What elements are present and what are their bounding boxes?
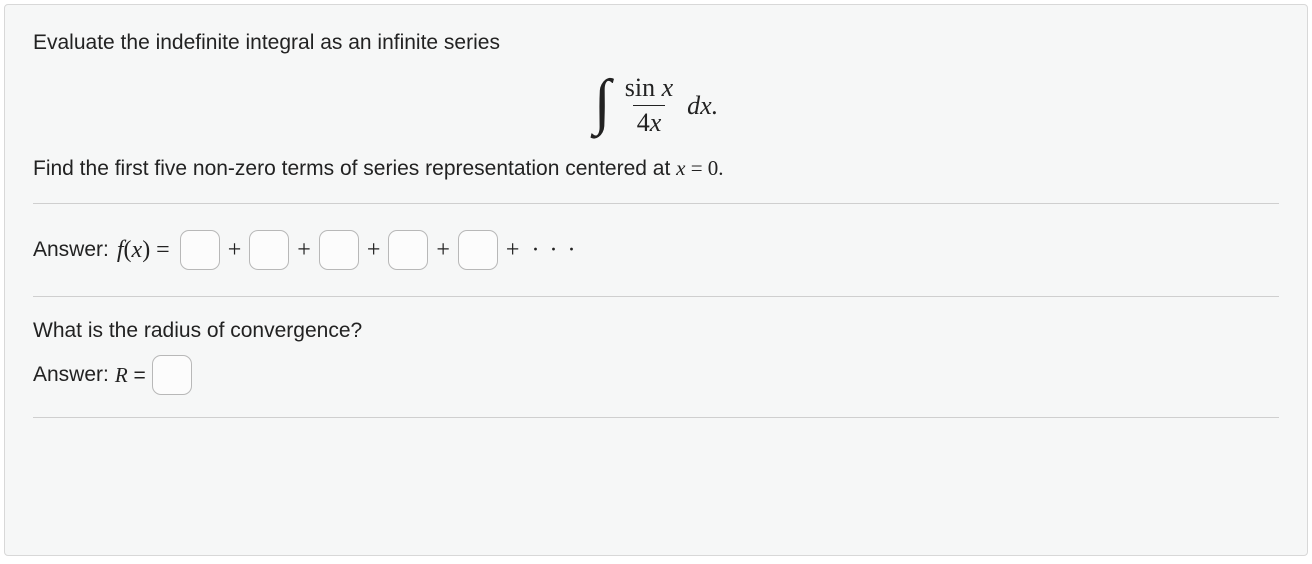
radius-answer-row: Answer: R = [33,355,1279,395]
prompt-line-2-text: Find the first five non-zero terms of se… [33,157,676,180]
plus-1: + [228,237,242,264]
prompt-line-1: Evaluate the indefinite integral as an i… [33,31,1279,55]
equals-zero: = 0. [685,156,723,180]
term-3-input[interactable] [319,230,359,270]
plus-5: + [506,237,520,264]
plus-3: + [367,237,381,264]
fraction-numerator: sin x [621,73,677,105]
plus-4: + [436,237,450,264]
prompt-line-2: Find the first five non-zero terms of se… [33,156,1279,181]
integral-expression: ∫ sin x 4x dx. [33,73,1279,138]
differential: dx. [687,91,718,121]
fraction-denominator: 4x [633,105,666,138]
answer-label: Answer: [33,238,109,262]
radius-question-block: What is the radius of convergence? Answe… [33,297,1279,395]
term-4-input[interactable] [388,230,428,270]
term-5-input[interactable] [458,230,498,270]
integral-symbol: ∫ [594,81,611,124]
term-1-input[interactable] [180,230,220,270]
plus-2: + [297,237,311,264]
R-equals: R = [115,363,146,388]
radius-answer-label: Answer: [33,363,109,387]
term-2-input[interactable] [249,230,289,270]
radius-question-text: What is the radius of convergence? [33,319,1279,343]
series-answer-row: Answer: f(x) = + + + + + · · · [33,204,1279,296]
question-panel: Evaluate the indefinite integral as an i… [4,4,1308,556]
ellipsis: · · · [531,237,577,264]
fx-equals: f(x) = [117,237,170,264]
integrand-fraction: sin x 4x [621,73,677,138]
radius-input[interactable] [152,355,192,395]
separator-3 [33,417,1279,418]
